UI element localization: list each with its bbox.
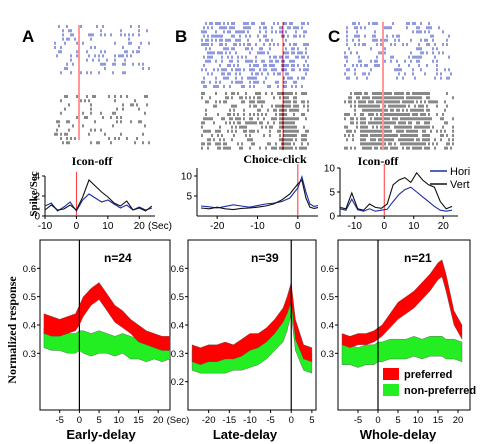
population-x-tick-label: -5 [354,415,362,426]
psth-x-tick-label: 10 [102,221,114,232]
xlabel-c: Whole-delay [360,427,437,442]
psth-y-tick-label: 10 [324,164,336,175]
psth-y-tick-label: 0 [329,212,335,223]
raster-a-blue [54,25,150,75]
psth-series-line [200,174,319,209]
legend-preferred-swatch [383,368,399,380]
pop-ylabel: Normalized response [5,276,19,384]
population-panel: -20 -15 -10 -5 0 5 0.2 0.3 0.4 0.5 0.6 [171,239,317,426]
psth-x-tick-label: 0 [295,221,301,232]
psth-x-tick-label: -10 [250,221,265,232]
population-y-tick-label: 0.3 [23,349,36,360]
psth-title-a: Icon-off [72,154,114,168]
psth-x-tick-label: -10 [38,221,53,232]
psth-y-tick-label: 2 [34,192,40,203]
raster-plots [54,22,454,150]
population-y-tick-label: 0.4 [171,321,184,332]
population-y-tick-label: 0.6 [321,264,334,275]
population-panel: -5 0 5 10 15 20 0.3 0.4 0.5 0.6 [321,239,471,426]
psth-x-tick-label: -10 [348,221,363,232]
population-x-tick-label: 10 [113,415,124,426]
psth-panel: -10 0 10 20 (Sec)024 [34,172,172,233]
population-plots: -5 0 5 10 15 20 (Sec)0.30.40.50.6-20 -15 -10 -5 0 5… [23,239,471,426]
population-x-tick-label: 20 [453,415,464,426]
psth-panel: -10 0 10 20 0 5 10 [324,164,458,232]
n-label-b: n=39 [251,251,279,265]
psth-series-line [44,179,153,212]
raster-c-black [344,92,454,150]
xlabel-b: Late-delay [213,427,278,442]
population-band [191,282,313,365]
population-y-tick-label: 0.6 [23,264,36,275]
population-x-unit: (Sec) [167,415,190,426]
raster-b-black [201,92,309,150]
population-y-tick-label: 0.5 [171,292,184,303]
panel-letter-c: C [328,27,340,46]
population-x-tick-label: -10 [243,415,257,426]
population-y-tick-label: 0.4 [23,321,36,332]
raster-b-blue [201,22,309,88]
population-x-tick-label: 0 [289,415,294,426]
psth-x-tick-label: 10 [408,221,420,232]
population-y-tick-label: 0.6 [171,264,184,275]
population-x-tick-label: 5 [309,415,314,426]
population-band [341,259,463,348]
population-y-tick-label: 0.5 [23,292,36,303]
raster-c-blue [344,22,452,80]
psth-x-tick-label: 0 [381,221,387,232]
population-x-tick-label: -5 [266,415,274,426]
psth-panel: -20 -10 0 5 10 [181,164,319,232]
psth-y-tick-label: 5 [329,188,335,199]
psth-y-tick-label: 10 [181,172,193,183]
psth-x-tick-label: 0 [74,221,80,232]
legend-nonpreferred-swatch [383,384,399,396]
psth-x-tick-label: 20 [438,221,450,232]
psth-series-line [339,171,453,211]
population-y-tick-label: 0.2 [171,377,184,388]
psth-series-line [200,178,319,211]
population-x-tick-label: -15 [222,415,236,426]
psth-x-tick-label: -20 [210,221,225,232]
population-x-tick-label: -20 [202,415,216,426]
panel-letter-a: A [22,27,34,46]
psth-x-tick-label: 20 [134,221,146,232]
population-x-tick-label: 20 [153,415,164,426]
psth-series-line [339,186,453,212]
psth-y-tick-label: 4 [34,172,40,183]
psth-y-tick-label: 0 [34,212,40,223]
legend-hori-label: Hori [450,166,470,178]
panel-letter-b: B [175,27,187,46]
n-label-c: n=21 [404,251,432,265]
population-x-tick-label: 5 [395,415,400,426]
psth-title-b: Choice-click [243,152,307,166]
population-y-tick-label: 0.4 [321,321,334,332]
population-y-tick-label: 0.3 [171,349,184,360]
population-x-tick-label: -5 [55,415,63,426]
psth-ylabel: Spike/Sec [28,171,40,216]
psth-title-c: Icon-off [358,154,400,168]
population-y-tick-label: 0.5 [321,292,334,303]
population-x-tick-label: 0 [375,415,380,426]
raster-a-black [54,95,150,145]
population-x-tick-label: 15 [133,415,144,426]
legend-preferred-label: preferred [404,369,452,381]
population-x-tick-label: 15 [433,415,444,426]
population-panel: -5 0 5 10 15 20 (Sec) 0.3 0.4 0.5 0.6 [23,239,190,426]
psth-series-line [44,193,153,213]
population-x-tick-label: 10 [413,415,424,426]
population-y-tick-label: 0.3 [321,349,334,360]
legend-vert-label: Vert [450,179,470,191]
n-label-a: n=24 [104,251,132,265]
population-x-tick-label: 0 [77,415,82,426]
xlabel-a: Early-delay [66,427,136,442]
population-x-tick-label: 5 [96,415,101,426]
psth-y-tick-label: 5 [186,192,192,203]
psth-x-unit: (Sec) [148,221,172,232]
legend-nonpreferred-label: non-preferred [404,385,476,397]
